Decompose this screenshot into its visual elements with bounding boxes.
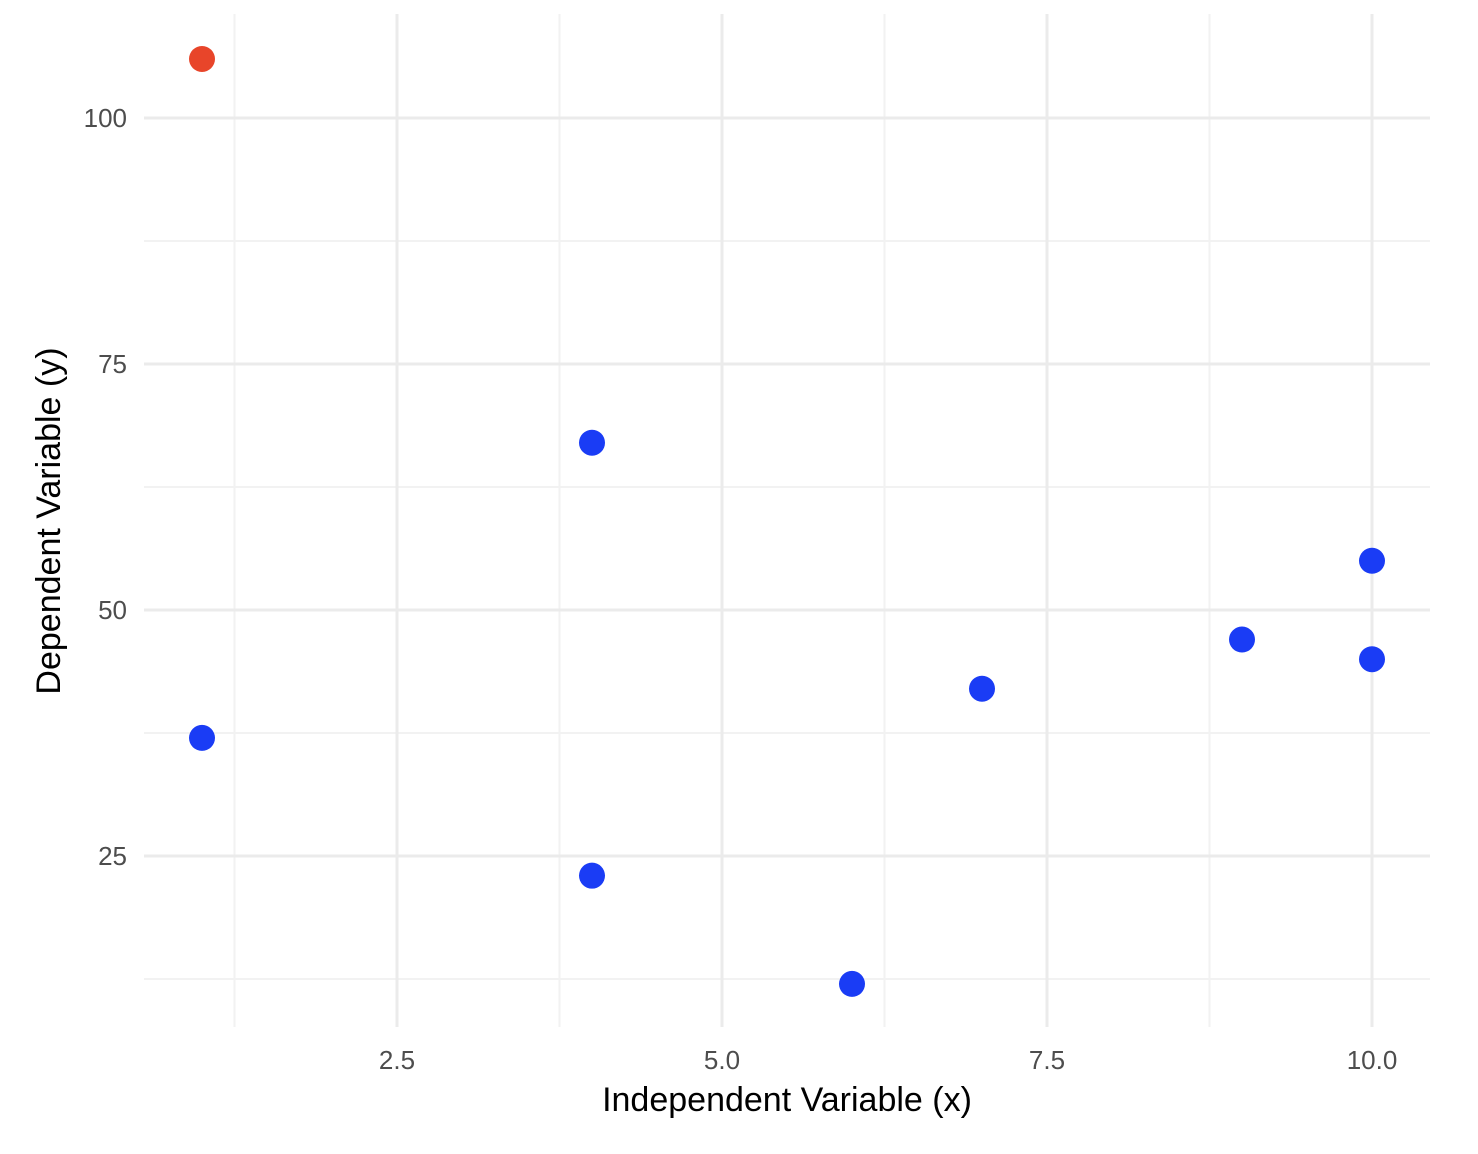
x-axis-title: Independent Variable (x) bbox=[602, 1081, 972, 1119]
data-point bbox=[969, 675, 995, 702]
data-point bbox=[1229, 626, 1255, 653]
outlier-point bbox=[189, 45, 215, 72]
x-tick-labels: 2.5 5.0 7.5 10.0 bbox=[379, 1045, 1397, 1075]
y-tick-label: 75 bbox=[98, 349, 127, 379]
data-point bbox=[579, 862, 605, 889]
y-tick-label: 25 bbox=[98, 841, 127, 871]
y-tick-labels: 25 50 75 100 bbox=[84, 103, 127, 871]
y-tick-label: 50 bbox=[98, 595, 127, 625]
data-points bbox=[189, 45, 1385, 997]
data-point bbox=[1359, 646, 1385, 673]
y-tick-label: 100 bbox=[84, 103, 127, 133]
data-point bbox=[189, 724, 215, 751]
x-tick-label: 2.5 bbox=[379, 1045, 415, 1075]
grid-layer bbox=[144, 14, 1430, 1027]
x-tick-label: 5.0 bbox=[704, 1045, 740, 1075]
x-tick-label: 10.0 bbox=[1347, 1045, 1398, 1075]
data-point bbox=[579, 429, 605, 456]
x-tick-label: 7.5 bbox=[1029, 1045, 1065, 1075]
data-point bbox=[839, 970, 865, 997]
y-axis-title: Dependent Variable (y) bbox=[30, 347, 68, 694]
data-point bbox=[1359, 547, 1385, 574]
